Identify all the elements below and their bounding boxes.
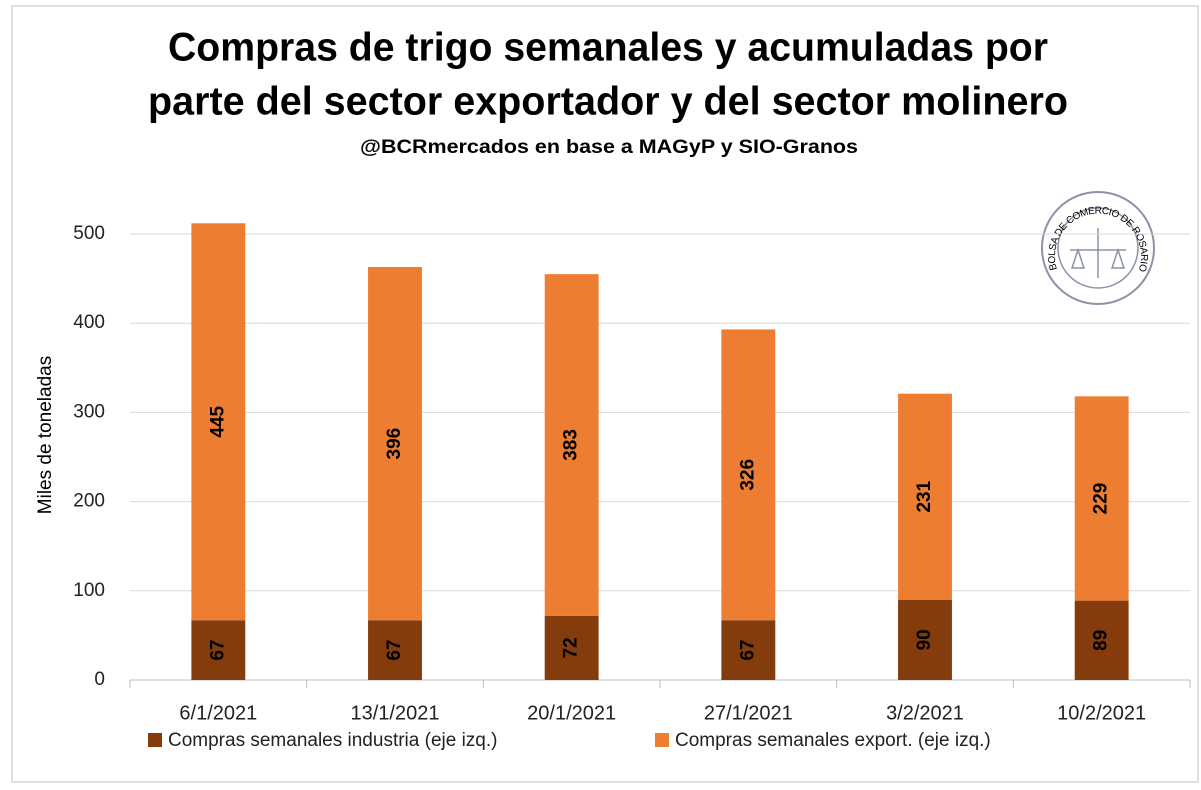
bar-segment <box>368 267 422 621</box>
chart-title: parte del sector exportador y del sector… <box>148 80 1068 124</box>
logo: BOLSA DE COMERCIO DE ROSARIO <box>1041 191 1155 305</box>
value-label: 396 <box>384 428 405 460</box>
value-label: 326 <box>737 459 758 491</box>
logo-ring <box>1041 191 1155 305</box>
bar-segment <box>721 329 776 621</box>
x-tick-label: 10/2/2021 <box>1057 702 1146 724</box>
value-label: 231 <box>914 480 935 512</box>
value-label: 67 <box>384 640 405 661</box>
chart-title: Compras de trigo semanales y acumuladas … <box>168 26 1048 70</box>
bar-segment <box>191 223 246 621</box>
x-tick-label: 27/1/2021 <box>704 702 793 724</box>
logo-icon <box>1070 228 1126 278</box>
legend-swatch <box>655 733 669 747</box>
bar-segment <box>898 599 952 680</box>
bar-segment <box>544 274 599 616</box>
y-tick-label: 400 <box>73 312 105 333</box>
bar-segment <box>898 393 952 600</box>
y-tick-label: 0 <box>94 669 105 690</box>
value-label: 90 <box>914 629 935 650</box>
x-tick-label: 6/1/2021 <box>179 702 257 724</box>
value-label: 445 <box>207 405 228 437</box>
value-label: 67 <box>207 640 228 661</box>
y-tick-label: 100 <box>73 580 105 601</box>
bar-segment <box>368 620 422 680</box>
chart-subtitle: @BCRmercados en base a MAGyP y SIO-Grano… <box>360 137 858 158</box>
x-tick-label: 20/1/2021 <box>527 702 616 724</box>
logo-ring <box>1057 207 1139 289</box>
value-label: 72 <box>561 637 582 658</box>
x-tick-label: 13/1/2021 <box>351 702 440 724</box>
x-tick-label: 3/2/2021 <box>886 702 964 724</box>
value-label: 229 <box>1091 483 1112 515</box>
bar-segment <box>1074 396 1129 601</box>
bar-segment <box>1074 600 1129 680</box>
legend-label: Compras semanales export. (eje izq.) <box>675 730 991 751</box>
bar-segment <box>544 615 599 680</box>
value-label: 383 <box>561 429 582 461</box>
value-label: 67 <box>737 640 758 661</box>
legend-swatch <box>148 733 162 747</box>
y-tick-label: 500 <box>73 223 105 244</box>
bar-segment <box>721 620 776 680</box>
y-tick-label: 200 <box>73 491 105 512</box>
bar-segment <box>191 620 246 680</box>
y-axis-label: Miles de toneladas <box>35 356 56 514</box>
chart-border <box>11 5 1199 783</box>
legend-label: Compras semanales industria (eje izq.) <box>168 730 497 751</box>
y-tick-label: 300 <box>73 401 105 422</box>
value-label: 89 <box>1091 630 1112 651</box>
